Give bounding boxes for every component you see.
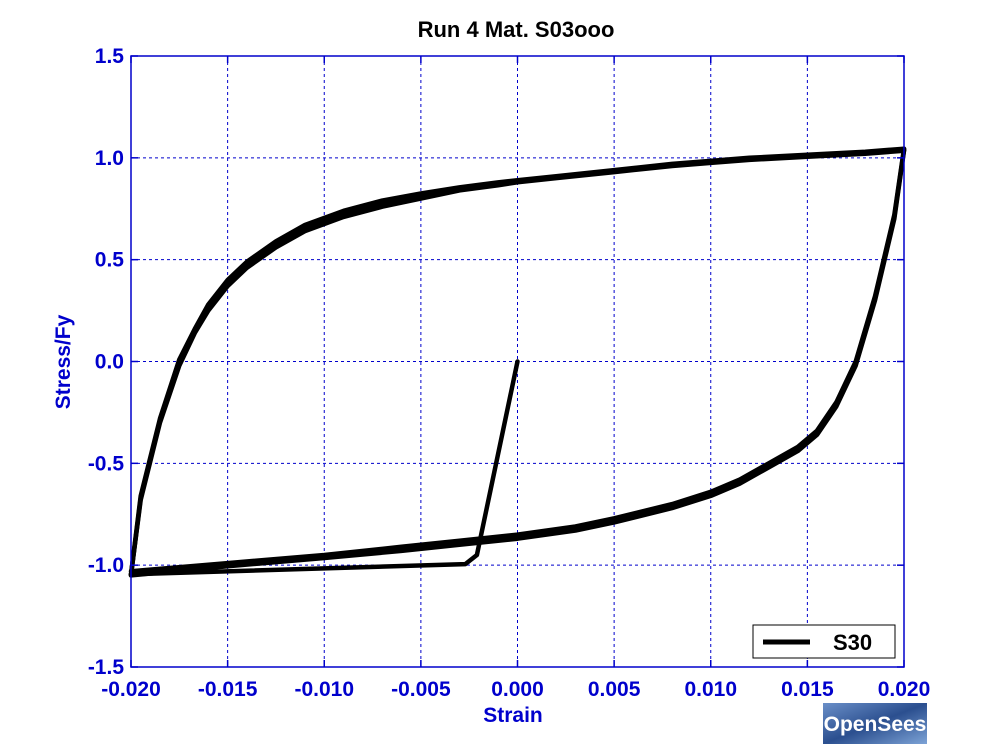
y-tick-label: 0.0 — [95, 351, 124, 374]
x-tick-label: 0.005 — [588, 678, 641, 701]
x-axis-ticks: -0.020 -0.015 -0.010 -0.005 0.000 0.005 0.010 0… — [101, 56, 930, 701]
opensees-logo: OpenSees — [823, 703, 927, 744]
y-tick-label: 1.0 — [95, 147, 124, 170]
y-tick-label: -1.5 — [88, 656, 125, 679]
x-tick-label: -0.015 — [198, 678, 258, 701]
chart-title: Run 4 Mat. S03ooo — [418, 17, 615, 42]
x-tick-label: 0.020 — [878, 678, 931, 701]
y-axis-ticks: -1.5 -1.0 -0.5 0.0 0.5 1.0 1.5 — [88, 45, 904, 679]
x-tick-label: -0.020 — [101, 678, 161, 701]
x-tick-label: 0.000 — [491, 678, 544, 701]
y-tick-label: 1.5 — [95, 45, 125, 68]
y-tick-label: -1.0 — [88, 554, 124, 577]
x-tick-label: -0.010 — [294, 678, 354, 701]
y-axis-label: Stress/Fy — [52, 314, 75, 409]
x-tick-label: -0.005 — [391, 678, 451, 701]
logo-text: OpenSees — [824, 713, 927, 736]
series-s30-segment-0 — [128, 359, 520, 577]
logo-background — [823, 703, 927, 744]
y-tick-label: -0.5 — [88, 452, 125, 475]
legend-label-s30: S30 — [833, 630, 872, 655]
x-tick-label: 0.015 — [781, 678, 834, 701]
x-tick-label: 0.010 — [684, 678, 737, 701]
x-axis-label: Strain — [483, 704, 543, 727]
series-s30-segment-6 — [128, 146, 907, 574]
series-layer — [128, 146, 907, 578]
series-s30-segment-5 — [128, 146, 907, 577]
legend: S30 — [752, 624, 896, 659]
y-tick-label: 0.5 — [95, 249, 125, 272]
